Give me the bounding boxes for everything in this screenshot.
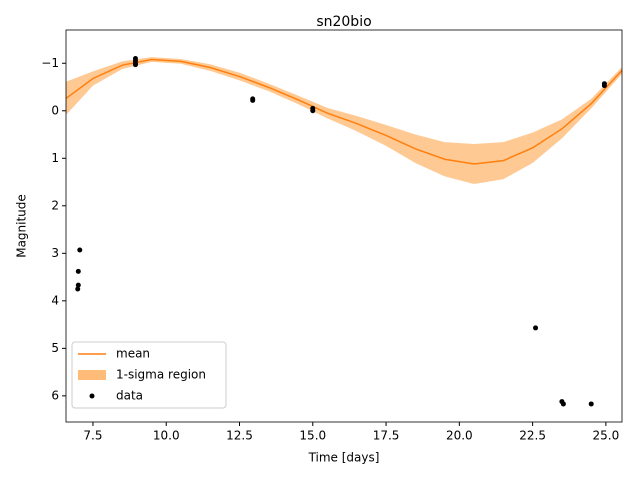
axes-frame <box>65 29 623 423</box>
legend-label: mean <box>116 347 150 361</box>
x-tick-label: 12.5 <box>226 429 253 443</box>
x-tick-label: 7.5 <box>83 429 102 443</box>
legend-label: data <box>116 389 143 403</box>
y-tick-label: 2 <box>51 198 59 212</box>
data-point <box>75 286 81 292</box>
chart-title: sn20bio <box>316 14 371 30</box>
x-axis-label: Time [days] <box>308 451 380 465</box>
y-tick-label: 3 <box>51 246 59 260</box>
legend-patch <box>78 370 106 380</box>
data-point <box>601 83 607 89</box>
data-point <box>132 56 138 62</box>
data-point <box>132 62 138 68</box>
data-point <box>560 401 566 407</box>
data-point <box>75 268 81 274</box>
x-tick-label: 20.0 <box>446 429 473 443</box>
legend-box <box>71 341 227 409</box>
x-tick-label: 10.0 <box>153 429 180 443</box>
x-tick-label: 25.0 <box>593 429 620 443</box>
data-point <box>75 282 81 288</box>
y-tick-label: 5 <box>51 341 59 355</box>
data-point <box>310 105 316 111</box>
data-point <box>533 325 539 331</box>
y-tick-label: 0 <box>51 103 59 117</box>
y-tick-label: −1 <box>41 56 59 70</box>
y-tick-label: 6 <box>51 388 59 402</box>
x-tick-label: 17.5 <box>373 429 400 443</box>
data-point <box>250 96 256 102</box>
legend-marker <box>89 393 95 399</box>
data-point <box>77 247 83 253</box>
x-tick-label: 22.5 <box>519 429 546 443</box>
legend-label: 1-sigma region <box>116 368 206 382</box>
y-tick-label: 4 <box>51 293 59 307</box>
sigma-band <box>66 57 622 184</box>
y-tick-label: 1 <box>51 151 59 165</box>
y-axis-label: Magnitude <box>15 194 29 258</box>
mean-line <box>65 58 623 165</box>
data-point <box>588 401 594 407</box>
x-tick-label: 15.0 <box>299 429 326 443</box>
